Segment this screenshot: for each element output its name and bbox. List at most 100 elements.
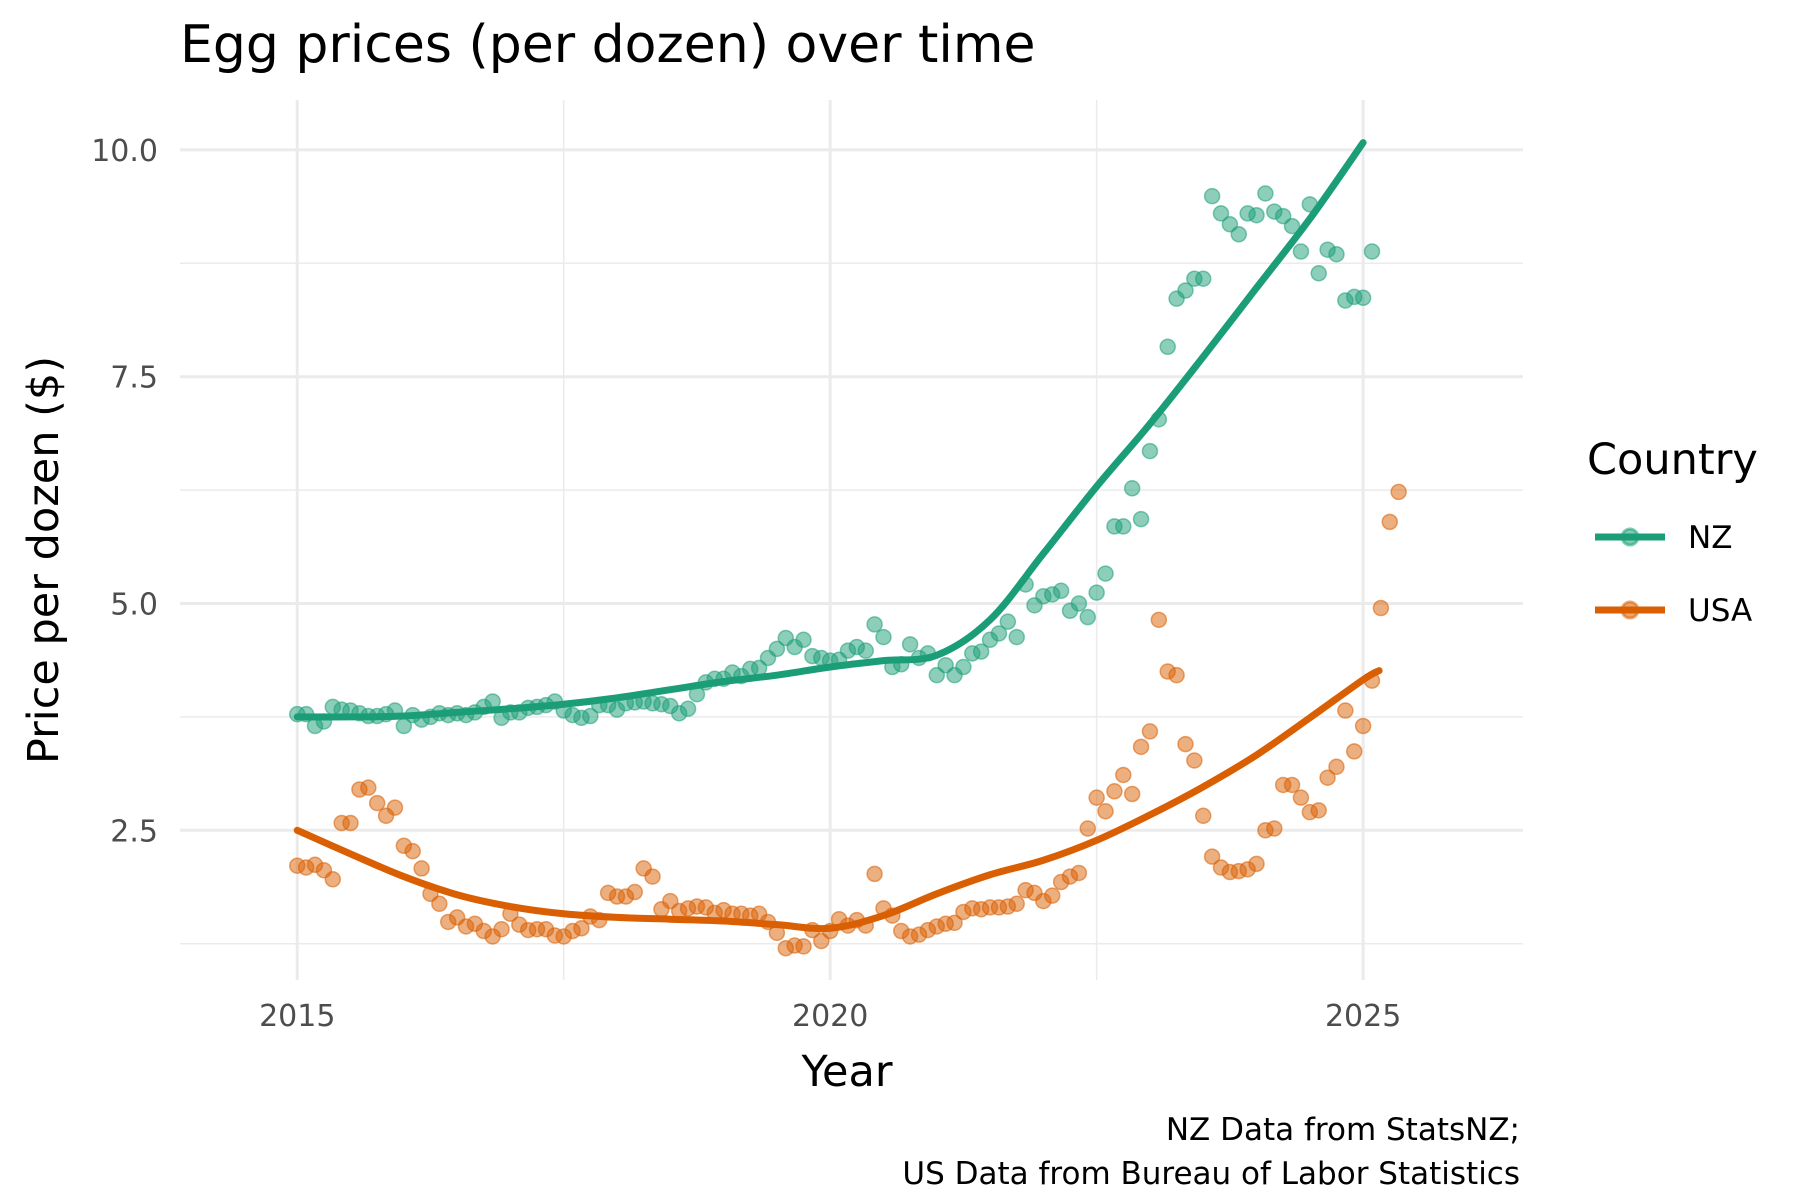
data-point-nz	[1008, 628, 1025, 646]
data-points	[288, 185, 1407, 957]
data-point-usa	[1194, 807, 1212, 825]
y-axis-ticks: 2.5 5.0 7.5 10.0	[91, 134, 158, 849]
data-point-nz	[875, 628, 892, 646]
data-point-nz	[901, 636, 919, 653]
data-point-usa	[946, 914, 963, 932]
caption-line-1: NZ Data from StatsNZ;	[1166, 1112, 1520, 1148]
x-tick-label: 2025	[1325, 999, 1401, 1034]
data-point-usa	[1106, 783, 1123, 800]
data-point-usa	[795, 938, 812, 955]
data-point-nz	[999, 613, 1017, 630]
data-point-usa	[493, 920, 510, 938]
data-point-usa	[1088, 789, 1105, 806]
data-point-usa	[1310, 802, 1327, 819]
data-point-usa	[1079, 820, 1097, 837]
data-point-usa	[1115, 766, 1132, 784]
data-point-usa	[626, 883, 644, 901]
data-point-nz	[795, 631, 812, 649]
data-point-nz	[1123, 480, 1141, 497]
trend-line-usa	[293, 667, 1383, 933]
data-point-usa	[1177, 735, 1194, 753]
data-point-nz	[1097, 565, 1114, 582]
data-point-usa	[1097, 803, 1114, 820]
data-point-usa	[404, 842, 421, 860]
data-point-usa	[1008, 895, 1025, 913]
data-point-usa	[1043, 887, 1061, 904]
trend-lines	[293, 139, 1383, 933]
data-point-usa	[1345, 743, 1363, 760]
data-point-usa	[1186, 752, 1203, 769]
data-point-usa	[1123, 785, 1141, 803]
y-tick-label: 2.5	[110, 814, 158, 849]
data-point-nz	[1354, 289, 1372, 307]
data-point-nz	[990, 625, 1008, 642]
data-point-nz	[955, 658, 972, 676]
data-point-nz	[1310, 265, 1327, 282]
legend-key-point-usa	[1620, 600, 1640, 620]
data-point-nz	[1159, 338, 1176, 356]
data-point-nz	[1283, 217, 1301, 235]
data-point-usa	[360, 779, 377, 796]
legend-key-point-nz	[1620, 527, 1640, 547]
data-point-usa	[1292, 789, 1310, 806]
legend: Country NZ USA	[1587, 435, 1758, 629]
data-point-nz	[768, 640, 786, 658]
data-point-nz	[1115, 518, 1132, 535]
legend-label-nz: NZ	[1688, 520, 1732, 556]
y-tick-label: 10.0	[91, 134, 158, 169]
data-point-usa	[1070, 864, 1088, 882]
data-point-usa	[1141, 723, 1159, 740]
chart-title: Egg prices (per dozen) over time	[180, 15, 1036, 75]
data-point-nz	[1088, 584, 1105, 601]
x-tick-label: 2020	[792, 999, 868, 1034]
data-point-nz	[582, 707, 599, 725]
data-point-usa	[324, 871, 342, 888]
data-point-usa	[1203, 848, 1221, 865]
caption-line-2: US Data from Bureau of Labor Statistics	[902, 1156, 1520, 1192]
data-point-nz	[1292, 243, 1310, 260]
data-point-nz	[1052, 582, 1070, 600]
y-tick-label: 7.5	[110, 361, 158, 396]
data-point-usa	[1150, 611, 1168, 629]
data-point-nz	[679, 700, 697, 717]
data-point-usa	[573, 920, 590, 937]
data-point-nz	[857, 642, 874, 659]
data-point-usa	[368, 794, 386, 812]
data-point-usa	[1266, 820, 1283, 837]
data-point-nz	[1132, 510, 1150, 528]
data-point-nz	[1230, 226, 1248, 243]
data-point-nz	[1177, 282, 1194, 299]
legend-label-usa: USA	[1688, 593, 1752, 629]
data-point-usa	[342, 814, 359, 832]
x-axis-title: Year	[800, 1047, 892, 1097]
data-point-usa	[1168, 666, 1185, 684]
data-point-nz	[1248, 206, 1265, 224]
data-point-usa	[1132, 738, 1150, 756]
data-point-usa	[1319, 769, 1336, 786]
trend-line-nz	[293, 139, 1367, 721]
data-point-nz	[1203, 187, 1221, 205]
data-point-nz	[1079, 608, 1097, 626]
data-point-usa	[1283, 776, 1301, 794]
data-point-usa	[1248, 855, 1265, 873]
data-point-nz	[1257, 185, 1274, 202]
data-point-nz	[1363, 243, 1381, 260]
x-axis-ticks: 2015 2020 2025	[259, 999, 1401, 1034]
data-point-nz	[1212, 205, 1230, 222]
data-point-usa	[1390, 483, 1407, 501]
y-axis-title: Price per dozen ($)	[19, 356, 69, 764]
data-point-usa	[866, 865, 883, 883]
data-point-nz	[1194, 270, 1212, 287]
data-point-usa	[1354, 717, 1372, 735]
y-tick-label: 5.0	[110, 588, 158, 623]
data-point-usa	[413, 860, 430, 877]
legend-item-nz: NZ	[1595, 520, 1732, 556]
data-point-nz	[1328, 245, 1345, 263]
x-tick-label: 2015	[259, 999, 335, 1034]
data-point-usa	[1372, 599, 1390, 617]
data-point-nz	[972, 643, 990, 660]
data-point-nz	[1070, 595, 1088, 612]
data-point-usa	[644, 868, 661, 885]
data-point-nz	[866, 616, 883, 633]
